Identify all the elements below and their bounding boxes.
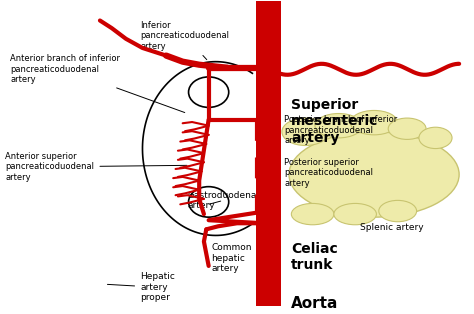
Text: Inferior
pancreaticoduodenal
artery: Inferior pancreaticoduodenal artery xyxy=(140,21,229,60)
Text: Anterior branch of inferior
pancreaticoduodenal
artery: Anterior branch of inferior pancreaticod… xyxy=(10,54,185,112)
Text: Aorta: Aorta xyxy=(292,296,339,311)
Ellipse shape xyxy=(315,113,362,138)
Text: Gastroduodenal
artery: Gastroduodenal artery xyxy=(187,191,259,210)
Text: Common
hepatic
artery: Common hepatic artery xyxy=(204,243,252,273)
Ellipse shape xyxy=(419,127,452,149)
Ellipse shape xyxy=(292,203,334,225)
Ellipse shape xyxy=(334,203,376,225)
Text: Splenic artery: Splenic artery xyxy=(360,223,423,232)
Text: Hepatic
artery
proper: Hepatic artery proper xyxy=(108,272,175,302)
Text: Posterior superior
pancreaticoduodenal
artery: Posterior superior pancreaticoduodenal a… xyxy=(260,158,373,188)
Ellipse shape xyxy=(350,111,398,135)
Ellipse shape xyxy=(282,118,329,145)
Ellipse shape xyxy=(379,200,417,222)
Text: Posterior branch of inferior
pancreaticoduodenal
artery: Posterior branch of inferior pancreatico… xyxy=(260,115,398,145)
Ellipse shape xyxy=(388,118,426,139)
Text: Celiac
trunk: Celiac trunk xyxy=(292,241,338,272)
Ellipse shape xyxy=(289,132,459,217)
Text: Superior
mesenteric
artery: Superior mesenteric artery xyxy=(292,98,379,145)
Text: Anterior superior
pancreaticoduodenal
artery: Anterior superior pancreaticoduodenal ar… xyxy=(5,152,187,182)
